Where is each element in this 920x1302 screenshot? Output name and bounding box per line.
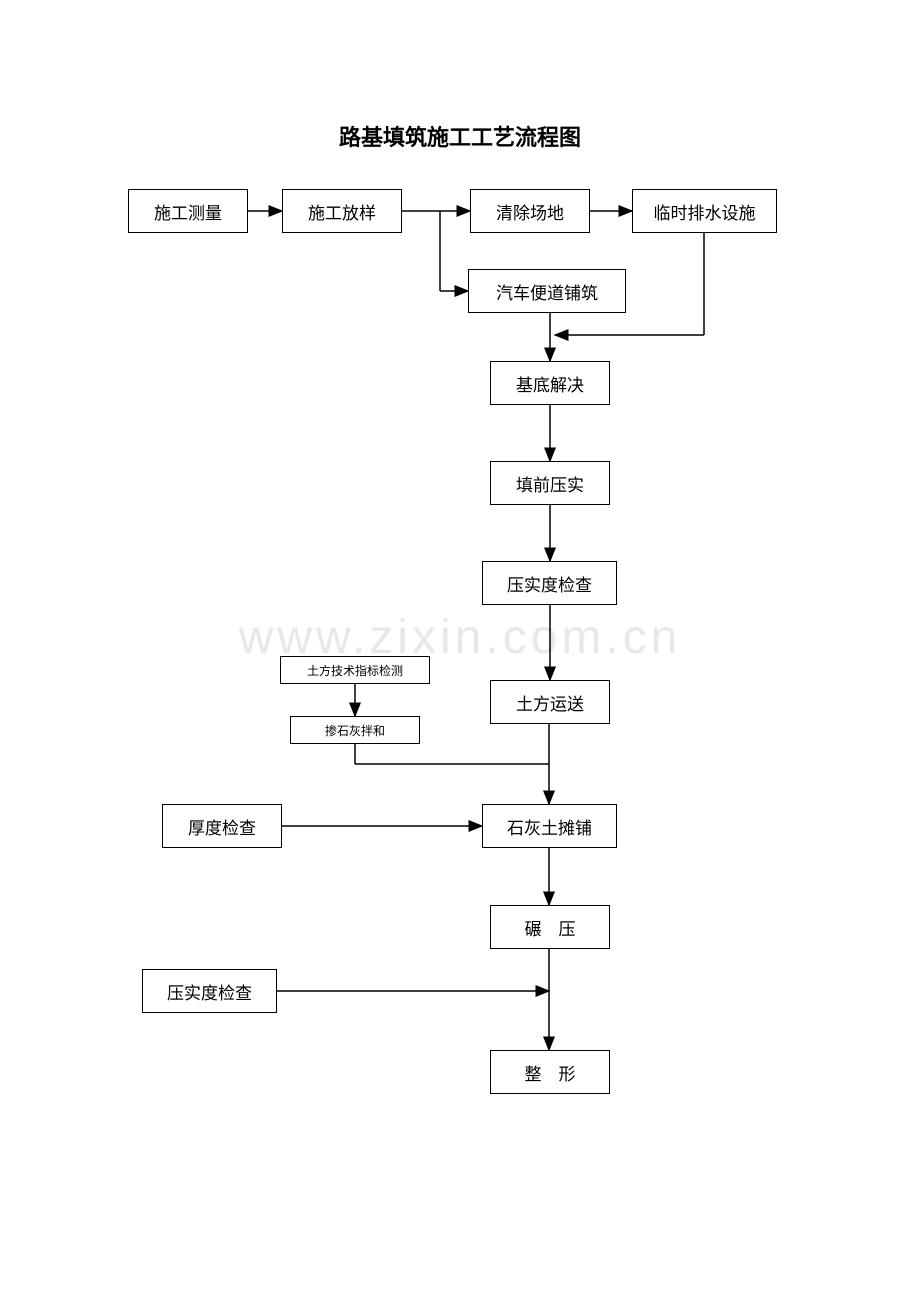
flowchart-node: 基底解决 (490, 361, 610, 405)
flowchart-node: 石灰土摊铺 (482, 804, 617, 848)
flowchart-node: 清除场地 (470, 189, 590, 233)
flowchart-node: 整 形 (490, 1050, 610, 1094)
flowchart-node: 压实度检查 (142, 969, 277, 1013)
flowchart-node: 压实度检查 (482, 561, 617, 605)
flowchart-node: 施工测量 (128, 189, 248, 233)
flowchart-node: 掺石灰拌和 (290, 716, 420, 744)
flowchart-node: 碾 压 (490, 905, 610, 949)
flowchart-node: 厚度检查 (162, 804, 282, 848)
flowchart-node: 填前压实 (490, 461, 610, 505)
flowchart-node: 土方技术指标检测 (280, 656, 430, 684)
flowchart-node: 汽车便道铺筑 (468, 269, 626, 313)
flowchart-node: 土方运送 (490, 680, 610, 724)
flowchart-node: 临时排水设施 (632, 189, 777, 233)
flowchart-node: 施工放样 (282, 189, 402, 233)
